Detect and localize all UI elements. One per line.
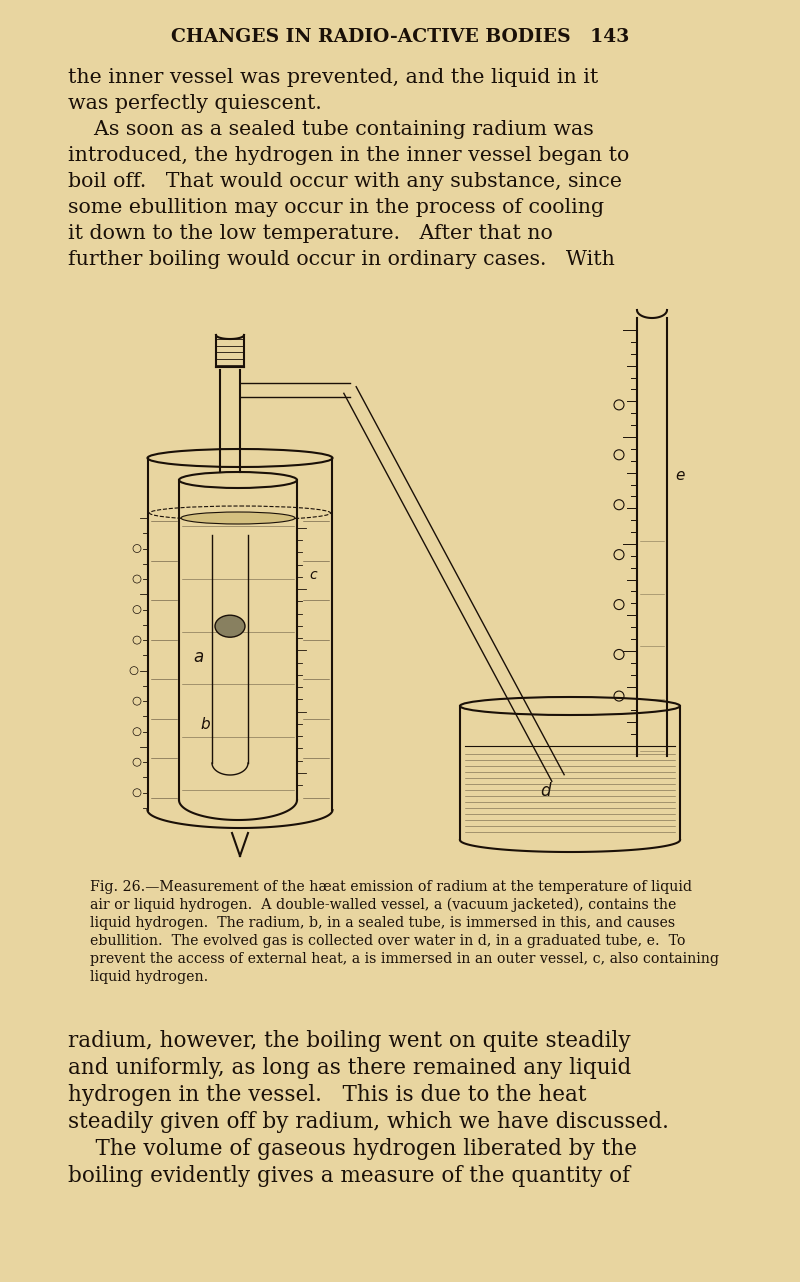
Ellipse shape bbox=[215, 615, 245, 637]
Text: e: e bbox=[675, 468, 684, 482]
Text: b: b bbox=[200, 718, 210, 732]
Text: Fig. 26.—Measurement of the hæat emission of radium at the temperature of liquid: Fig. 26.—Measurement of the hæat emissio… bbox=[90, 879, 692, 894]
Text: the inner vessel was prevented, and the liquid in it: the inner vessel was prevented, and the … bbox=[68, 68, 598, 87]
Text: was perfectly quiescent.: was perfectly quiescent. bbox=[68, 94, 322, 113]
Text: introduced, the hydrogen in the inner vessel began to: introduced, the hydrogen in the inner ve… bbox=[68, 146, 630, 165]
Text: hydrogen in the vessel.   This is due to the heat: hydrogen in the vessel. This is due to t… bbox=[68, 1085, 586, 1106]
Text: steadily given off by radium, which we have discussed.: steadily given off by radium, which we h… bbox=[68, 1111, 669, 1133]
Text: radium, however, the boiling went on quite steadily: radium, however, the boiling went on qui… bbox=[68, 1029, 630, 1053]
Text: and uniformly, as long as there remained any liquid: and uniformly, as long as there remained… bbox=[68, 1056, 631, 1079]
Text: liquid hydrogen.: liquid hydrogen. bbox=[90, 970, 208, 985]
Text: further boiling would occur in ordinary cases.   With: further boiling would occur in ordinary … bbox=[68, 250, 615, 269]
Ellipse shape bbox=[181, 512, 295, 524]
Text: a: a bbox=[193, 647, 203, 665]
Text: ebullition.  The evolved gas is collected over water in d, in a graduated tube, : ebullition. The evolved gas is collected… bbox=[90, 935, 686, 947]
Text: boiling evidently gives a measure of the quantity of: boiling evidently gives a measure of the… bbox=[68, 1165, 630, 1187]
Text: boil off.   That would occur with any substance, since: boil off. That would occur with any subs… bbox=[68, 172, 622, 191]
Text: liquid hydrogen.  The radium, b, in a sealed tube, is immersed in this, and caus: liquid hydrogen. The radium, b, in a sea… bbox=[90, 917, 675, 929]
Text: some ebullition may occur in the process of cooling: some ebullition may occur in the process… bbox=[68, 197, 604, 217]
Text: The volume of gaseous hydrogen liberated by the: The volume of gaseous hydrogen liberated… bbox=[68, 1138, 637, 1160]
Text: prevent the access of external heat, a is immersed in an outer vessel, c, also c: prevent the access of external heat, a i… bbox=[90, 953, 719, 967]
Text: As soon as a sealed tube containing radium was: As soon as a sealed tube containing radi… bbox=[68, 121, 594, 138]
Text: air or liquid hydrogen.  A double-walled vessel, a (vacuum jacketed), contains t: air or liquid hydrogen. A double-walled … bbox=[90, 897, 676, 913]
Text: c: c bbox=[309, 568, 317, 582]
Text: CHANGES IN RADIO-ACTIVE BODIES   143: CHANGES IN RADIO-ACTIVE BODIES 143 bbox=[171, 28, 629, 46]
Text: d: d bbox=[540, 782, 550, 800]
Text: it down to the low temperature.   After that no: it down to the low temperature. After th… bbox=[68, 224, 553, 244]
